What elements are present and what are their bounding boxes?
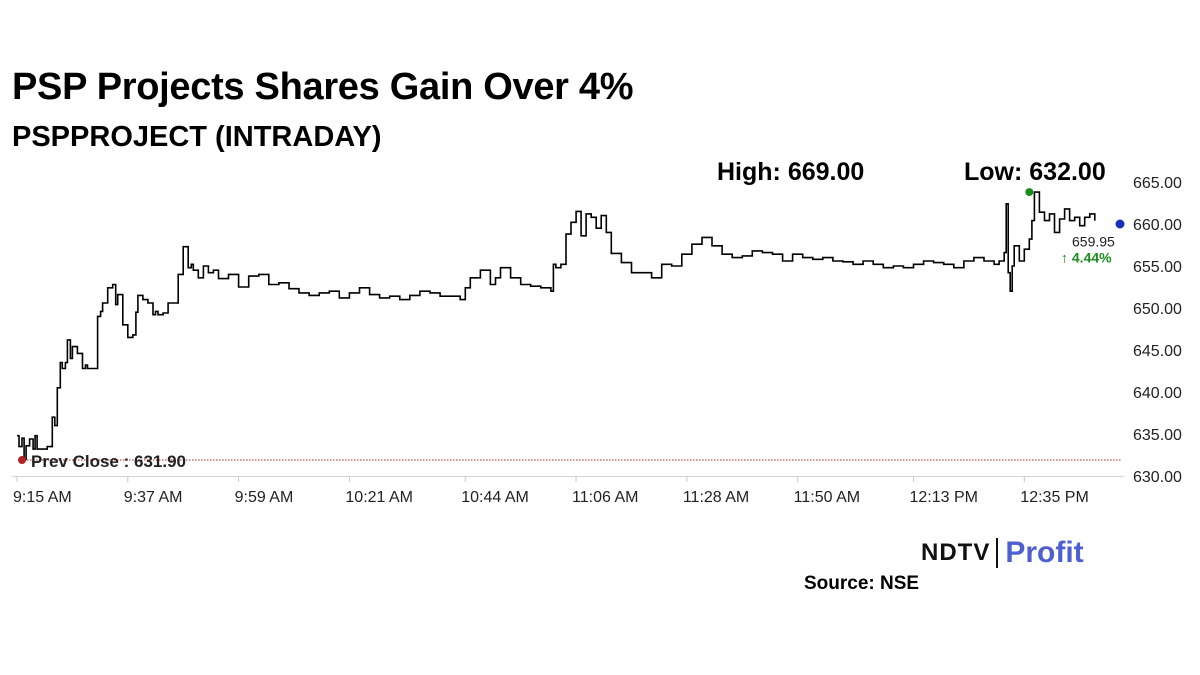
x-tick-label: 11:50 AM — [794, 489, 860, 506]
source-note: Source: NSE — [804, 573, 920, 594]
change-percent-label: ↑ 4.44% — [1061, 249, 1112, 265]
ndtv-profit-logo: NDTV Profit — [921, 536, 1084, 570]
page-title: PSP Projects Shares Gain Over 4% — [12, 66, 634, 108]
price-series-line — [17, 191, 1096, 460]
brand-ndtv-text: NDTV — [921, 539, 991, 566]
high-marker — [1025, 188, 1034, 197]
y-tick-label: 630.00 — [1133, 469, 1182, 486]
last-price-label: 659.95 — [1072, 233, 1115, 249]
x-tick-label: 11:06 AM — [572, 489, 638, 506]
y-tick-label: 645.00 — [1133, 343, 1182, 360]
x-tick-label: 10:44 AM — [461, 489, 529, 506]
x-tick-label: 9:37 AM — [124, 489, 183, 506]
high-label: High: 669.00 — [717, 158, 865, 186]
y-tick-label: 635.00 — [1133, 427, 1182, 444]
prev-close-marker — [18, 456, 26, 465]
x-tick-label: 12:35 PM — [1020, 489, 1088, 506]
x-tick-label: 9:59 AM — [235, 489, 294, 506]
brand-profit-text: Profit — [1005, 536, 1084, 569]
y-tick-label: 660.00 — [1133, 217, 1182, 234]
prev-close-label: Prev Close : 631.90 — [31, 452, 186, 471]
chart-subtitle: PSPPROJECT (INTRADAY) — [12, 121, 382, 153]
y-tick-label: 665.00 — [1133, 175, 1182, 192]
x-tick-label: 10:21 AM — [345, 489, 413, 506]
x-tick-label: 12:13 PM — [910, 489, 978, 506]
current-price-marker — [1115, 219, 1125, 229]
x-tick-label: 11:28 AM — [683, 489, 749, 506]
brand-separator — [996, 538, 999, 568]
y-tick-label: 650.00 — [1133, 301, 1182, 318]
x-tick-label: 9:15 AM — [13, 489, 72, 506]
y-tick-label: 640.00 — [1133, 385, 1182, 402]
y-tick-label: 655.00 — [1133, 259, 1182, 276]
low-label: Low: 632.00 — [964, 158, 1106, 186]
